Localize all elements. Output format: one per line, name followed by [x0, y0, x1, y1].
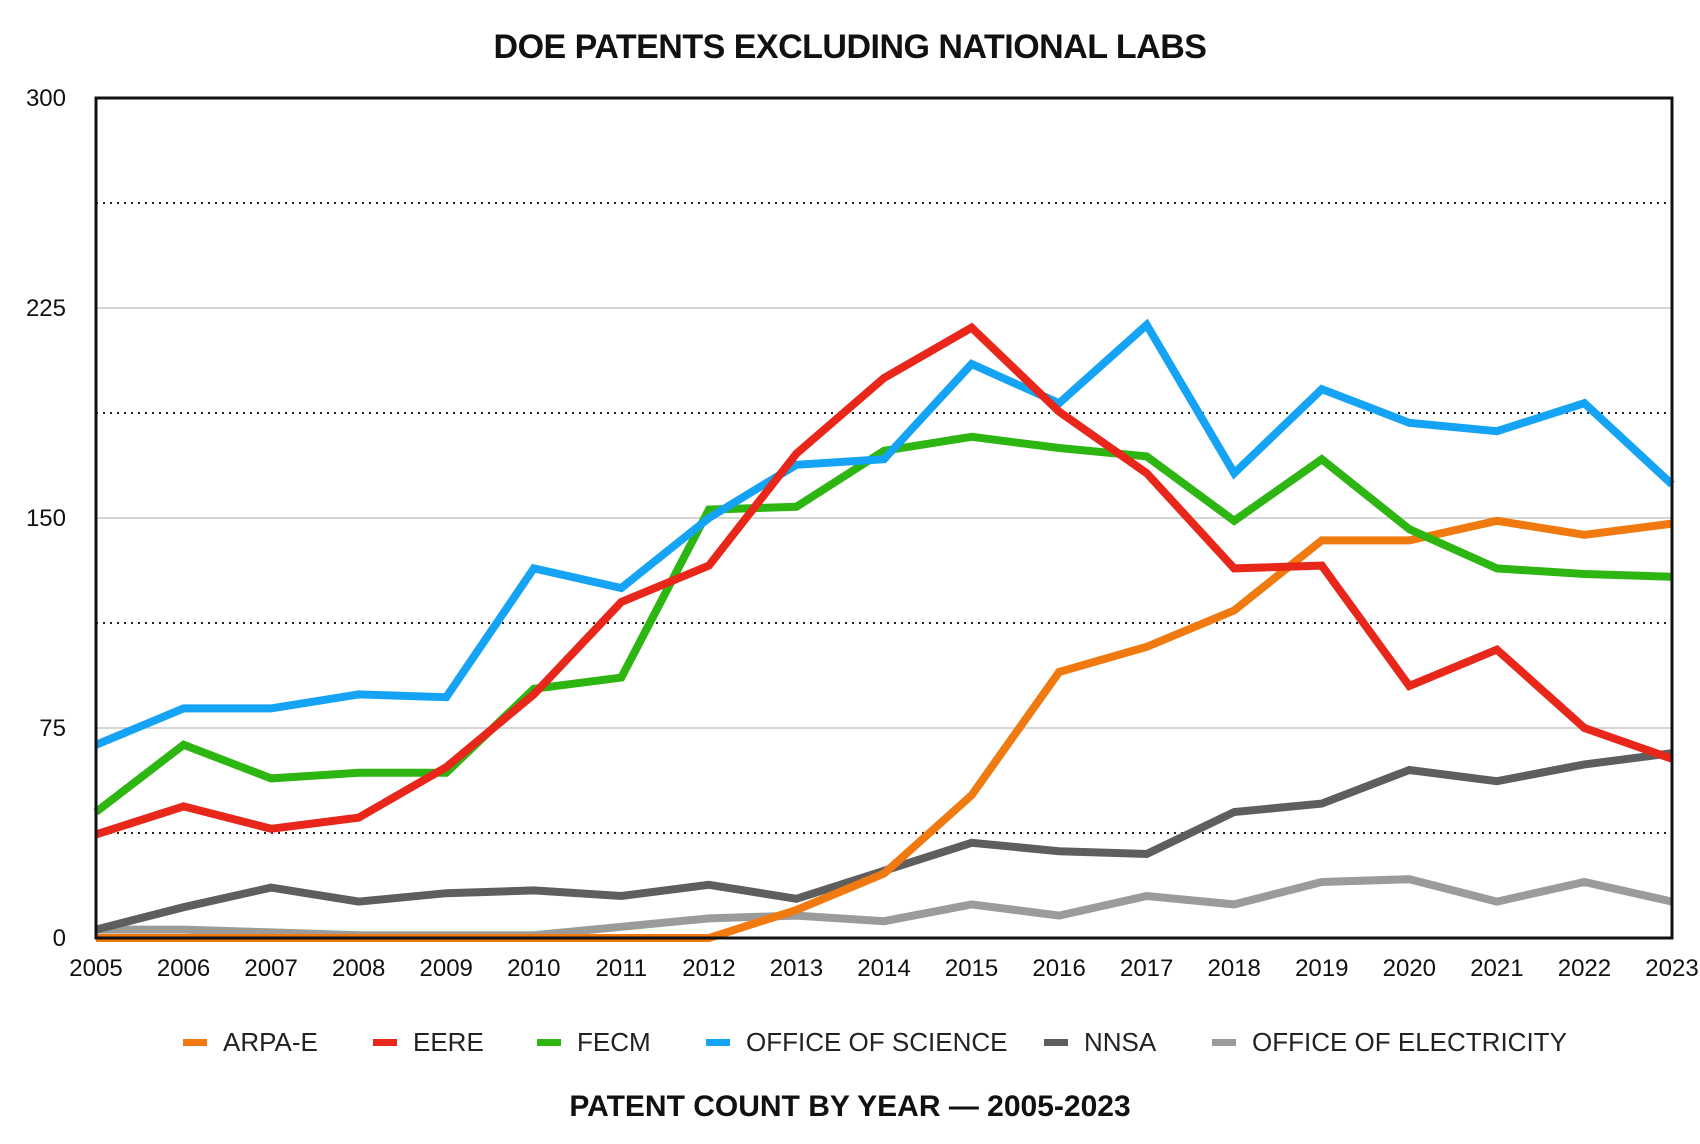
legend-item: OFFICE OF SCIENCE	[706, 1022, 1007, 1062]
x-tick-label: 2013	[770, 955, 823, 982]
y-tick-label: 75	[39, 715, 66, 742]
x-axis-label: PATENT COUNT BY YEAR — 2005-2023	[569, 1090, 1131, 1123]
series-line-office-of-electricity	[96, 875, 1673, 940]
legend-swatch	[373, 1038, 397, 1046]
y-tick-label: 150	[26, 505, 66, 532]
series-line-fecm	[93, 432, 1673, 816]
legend-label: NNSA	[1084, 1026, 1157, 1057]
legend-item: OFFICE OF ELECTRICITY	[1212, 1022, 1567, 1062]
x-tick-label: 2009	[420, 955, 473, 982]
legend-swatch	[1044, 1038, 1068, 1046]
x-tick-label: 2021	[1470, 955, 1523, 982]
x-tick-label: 2018	[1208, 955, 1261, 982]
legend-item: NNSA	[1044, 1022, 1156, 1062]
legend-item: FECM	[537, 1022, 651, 1062]
series-lines	[93, 318, 1675, 942]
legend-label: EERE	[413, 1026, 484, 1057]
x-tick-label: 2006	[157, 955, 210, 982]
x-tick-label: 2019	[1295, 955, 1348, 982]
gridlines	[96, 202, 1672, 834]
legend-label: OFFICE OF ELECTRICITY	[1252, 1026, 1567, 1057]
x-tick-label: 2008	[332, 955, 385, 982]
series-line-eere	[94, 322, 1674, 839]
legend-swatch	[183, 1038, 207, 1046]
x-tick-label: 2015	[945, 955, 998, 982]
legend-label: FECM	[577, 1026, 651, 1057]
x-tick-label: 2007	[244, 955, 297, 982]
y-tick-label: 225	[26, 295, 66, 322]
axes	[94, 96, 1674, 940]
series-line-arpa-e	[96, 516, 1673, 942]
x-tick-label: 2014	[857, 955, 910, 982]
x-tick-label: 2016	[1032, 955, 1085, 982]
legend-swatch	[1212, 1038, 1236, 1046]
x-tick-label: 2011	[596, 955, 648, 982]
chart-title: DOE PATENTS EXCLUDING NATIONAL LABS	[493, 28, 1207, 66]
plot-frame	[94, 96, 1674, 940]
legend: ARPA-E EERE FECM OFFICE OF SCIENCE NNSA OFFIC…	[0, 1022, 1700, 1062]
legend-item: EERE	[373, 1022, 484, 1062]
y-tick-labels: 0 75 150 225 300	[26, 85, 66, 952]
legend-item: ARPA-E	[183, 1022, 318, 1062]
legend-label: OFFICE OF SCIENCE	[746, 1026, 1008, 1057]
legend-label: ARPA-E	[223, 1026, 318, 1057]
x-tick-label: 2010	[507, 955, 560, 982]
legend-swatch	[706, 1038, 730, 1046]
x-tick-label: 2012	[682, 955, 735, 982]
x-tick-label: 2023	[1645, 955, 1698, 982]
x-tick-label: 2017	[1120, 955, 1173, 982]
y-tick-label: 300	[26, 85, 66, 112]
x-tick-labels: 2005 2006 2007 2008 2009 2010 2011 2012 2013 2014…	[69, 955, 1698, 982]
legend-swatch	[537, 1038, 561, 1046]
series-line-nnsa	[95, 749, 1673, 934]
x-tick-label: 2020	[1383, 955, 1436, 982]
x-tick-label: 2005	[69, 955, 122, 982]
series-line-office-of-science	[94, 318, 1675, 749]
y-tick-label: 0	[53, 925, 66, 952]
x-tick-label: 2022	[1558, 955, 1611, 982]
